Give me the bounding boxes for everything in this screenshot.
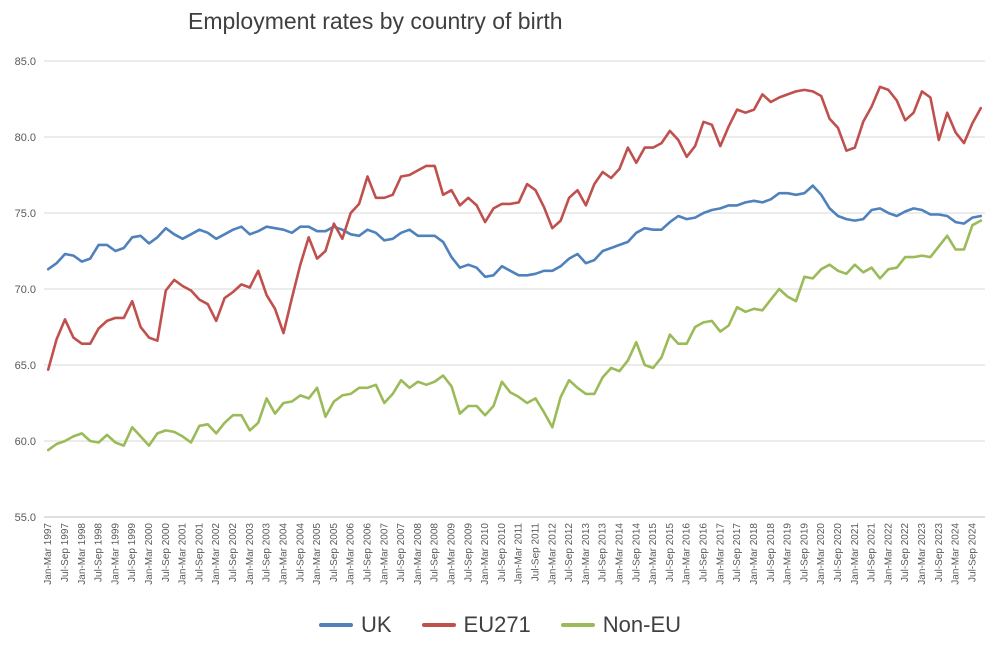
- x-tick-label: Jul-Sep 2013: [598, 523, 609, 582]
- x-tick-label: Jul-Sep 2009: [463, 523, 474, 582]
- x-tick-label: Jul-Sep 2011: [531, 523, 542, 582]
- x-tick-label: Jan-Mar 2013: [581, 523, 592, 585]
- x-tick-label: Jul-Sep 2005: [329, 523, 340, 582]
- x-tick-label: Jan-Mar 2018: [749, 523, 760, 585]
- x-tick-label: Jul-Sep 2016: [699, 523, 710, 582]
- series-line-eu271: [46, 85, 983, 371]
- legend-swatch: [318, 623, 353, 627]
- series-line-non-eu: [46, 219, 983, 452]
- x-tick-label: Jul-Sep 1997: [60, 523, 71, 582]
- x-tick-label: Jul-Sep 2024: [967, 523, 978, 582]
- x-tick-label: Jan-Mar 2020: [816, 523, 827, 585]
- x-tick-label: Jan-Mar 1999: [110, 523, 121, 585]
- y-tick-label: 75.0: [15, 208, 36, 220]
- x-tick-label: Jul-Sep 1998: [94, 523, 105, 582]
- y-tick-label: 60.0: [15, 436, 36, 448]
- x-tick-label: Jan-Mar 1997: [43, 523, 54, 585]
- legend-swatch: [560, 623, 595, 627]
- legend-item: Non-EU: [560, 612, 682, 638]
- y-tick-label: 55.0: [15, 512, 36, 524]
- chart-title: Employment rates by country of birth: [188, 8, 563, 34]
- x-tick-label: Jul-Sep 2007: [396, 523, 407, 582]
- x-tick-label: Jan-Mar 2019: [783, 523, 794, 585]
- x-tick-label: Jan-Mar 2011: [514, 523, 525, 584]
- x-tick-label: Jul-Sep 2006: [362, 523, 373, 582]
- x-tick-label: Jan-Mar 2004: [278, 523, 289, 585]
- x-tick-label: Jan-Mar 2008: [413, 523, 424, 585]
- x-tick-label: Jan-Mar 2023: [917, 523, 928, 585]
- x-tick-label: Jan-Mar 2014: [615, 523, 626, 585]
- x-tick-label: Jul-Sep 2000: [161, 523, 172, 582]
- x-tick-label: Jan-Mar 2005: [312, 523, 323, 585]
- x-tick-label: Jul-Sep 2018: [766, 523, 777, 582]
- x-tick-label: Jan-Mar 2021: [850, 523, 861, 585]
- x-tick-label: Jan-Mar 2024: [951, 523, 962, 585]
- x-tick-label: Jan-Mar 2000: [144, 523, 155, 585]
- x-tick-label: Jul-Sep 2002: [228, 523, 239, 582]
- x-tick-label: Jul-Sep 2020: [833, 523, 844, 582]
- legend-item: EU271: [421, 612, 531, 638]
- x-tick-label: Jul-Sep 2008: [430, 523, 441, 582]
- x-tick-label: Jul-Sep 2010: [497, 523, 508, 582]
- x-tick-label: Jan-Mar 2012: [547, 523, 558, 585]
- x-tick-label: Jul-Sep 2004: [295, 523, 306, 582]
- x-tick-label: Jul-Sep 2022: [900, 523, 911, 582]
- y-tick-label: 65.0: [15, 360, 36, 372]
- x-tick-label: Jul-Sep 2017: [732, 523, 743, 582]
- y-tick-label: 85.0: [15, 56, 36, 68]
- x-tick-label: Jan-Mar 2009: [446, 523, 457, 585]
- legend-swatch: [421, 623, 456, 627]
- x-tick-label: Jan-Mar 2006: [346, 523, 357, 585]
- x-tick-label: Jul-Sep 2003: [262, 523, 273, 582]
- x-tick-label: Jan-Mar 2001: [178, 523, 189, 585]
- legend-label: EU271: [463, 612, 531, 637]
- legend-item: UK: [318, 612, 392, 638]
- x-tick-label: Jan-Mar 2017: [715, 523, 726, 585]
- y-tick-label: 80.0: [15, 132, 36, 144]
- x-tick-label: Jul-Sep 2015: [665, 523, 676, 582]
- x-tick-label: Jan-Mar 2016: [682, 523, 693, 585]
- x-tick-label: Jul-Sep 2019: [799, 523, 810, 582]
- x-tick-label: Jan-Mar 2002: [211, 523, 222, 585]
- legend: UK EU271 Non-EU: [0, 612, 1000, 638]
- x-tick-label: Jul-Sep 2001: [194, 523, 205, 582]
- legend-label: Non-EU: [602, 612, 682, 637]
- x-tick-label: Jul-Sep 2014: [631, 523, 642, 582]
- x-tick-label: Jan-Mar 2010: [480, 523, 491, 585]
- legend-label: UK: [360, 612, 392, 637]
- series-line-uk: [46, 184, 983, 279]
- x-tick-label: Jan-Mar 2015: [648, 523, 659, 585]
- x-tick-label: Jul-Sep 2012: [564, 523, 575, 582]
- x-tick-label: Jul-Sep 1999: [127, 523, 138, 582]
- x-tick-label: Jan-Mar 1998: [77, 523, 88, 585]
- x-tick-label: Jan-Mar 2003: [245, 523, 256, 585]
- y-tick-label: 70.0: [15, 284, 36, 296]
- x-tick-label: Jan-Mar 2007: [379, 523, 390, 585]
- x-tick-label: Jul-Sep 2021: [867, 523, 878, 582]
- x-tick-label: Jul-Sep 2023: [934, 523, 945, 582]
- x-tick-label: Jan-Mar 2022: [883, 523, 894, 585]
